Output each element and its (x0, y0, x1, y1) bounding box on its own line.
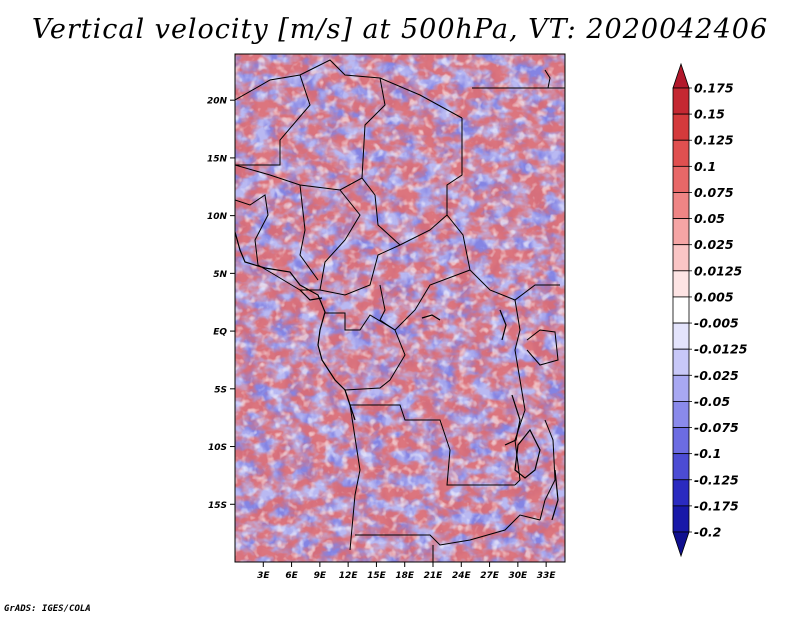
colorbar-top-arrow (672, 62, 690, 89)
colorbar-label: 0.05 (694, 211, 725, 226)
colorbar-label: 0.005 (694, 289, 734, 304)
lon-tick-label: 15E (367, 571, 387, 581)
colorbar-swatch (672, 453, 690, 481)
lat-tick-label: 15S (208, 501, 227, 511)
colorbar-swatch (672, 348, 690, 376)
lon-tick-label: 21E (424, 571, 444, 581)
colorbar-label: 0.1 (694, 159, 716, 174)
colorbar-label: -0.05 (694, 394, 730, 409)
colorbar-swatch (672, 479, 690, 507)
colorbar-swatch (672, 505, 690, 533)
colorbar-label: -0.1 (694, 446, 721, 461)
lat-tick-label: 5S (214, 385, 227, 395)
map-title: Vertical velocity [m/s] at 500hPa, VT: 2… (31, 14, 769, 45)
longitude-ticks: 3E 6E 9E 12E 15E 18E 21E 24E 27E 30E 33E (257, 562, 556, 581)
lon-tick-label: 12E (339, 571, 359, 581)
colorbar-swatch (672, 87, 690, 115)
lat-tick-label: 5N (213, 270, 227, 280)
colorbar-label: 0.075 (694, 185, 734, 200)
colorbar-label: 0.175 (694, 81, 734, 96)
colorbar-swatch (672, 296, 690, 324)
lon-tick-label: 33E (537, 571, 557, 581)
colorbar-swatch (672, 270, 690, 298)
colorbar-swatch (672, 218, 690, 246)
colorbar-swatch (672, 244, 690, 272)
colorbar-swatch (672, 401, 690, 428)
map-panel (235, 54, 565, 562)
coastline (235, 231, 559, 521)
colorbar-label: -0.025 (694, 368, 739, 383)
colorbar-swatch (672, 113, 690, 141)
colorbar-label: -0.175 (694, 498, 739, 513)
grads-credit: GrADS: IGES/COLA (4, 604, 91, 614)
lat-tick-label: 10S (208, 443, 227, 453)
colorbar-label: 0.125 (694, 133, 734, 148)
lon-tick-label: 27E (480, 571, 500, 581)
colorbar-label: 0.025 (694, 237, 734, 252)
lat-tick-label: 10N (207, 212, 228, 222)
lon-tick-label: 30E (509, 571, 529, 581)
colorbar-label: 0.15 (694, 107, 725, 122)
colorbar-swatch (672, 192, 690, 219)
colorbar-swatch (672, 139, 690, 167)
lon-tick-label: 24E (452, 571, 472, 581)
lon-tick-label: 9E (314, 571, 327, 581)
colorbar-label: -0.125 (694, 472, 739, 487)
lon-tick-label: 6E (285, 571, 298, 581)
colorbar-swatch (672, 165, 690, 193)
colorbar: 0.175 0.15 0.125 0.1 0.075 0.05 0.025 0.0125 0.0… (672, 62, 748, 558)
map-frame (234, 53, 566, 563)
colorbar-label: -0.005 (694, 316, 739, 331)
colorbar-label: -0.2 (694, 525, 721, 540)
colorbar-label: 0.0125 (694, 263, 743, 278)
lon-tick-label: 3E (257, 571, 270, 581)
colorbar-swatch (672, 322, 690, 350)
latitude-ticks: 20N 15N 10N 5N EQ 5S 10S 15S (207, 97, 235, 511)
lat-tick-label: 20N (207, 97, 228, 107)
lat-tick-label: 15N (207, 154, 228, 164)
colorbar-bottom-arrow (672, 531, 690, 558)
colorbar-swatch (672, 374, 690, 402)
colorbar-label: -0.075 (694, 420, 739, 435)
colorbar-label: -0.0125 (694, 342, 748, 357)
lon-tick-label: 18E (395, 571, 415, 581)
colorbar-swatch (672, 427, 690, 455)
field-neutral-areas (235, 54, 565, 562)
lat-tick-label: EQ (213, 328, 227, 338)
